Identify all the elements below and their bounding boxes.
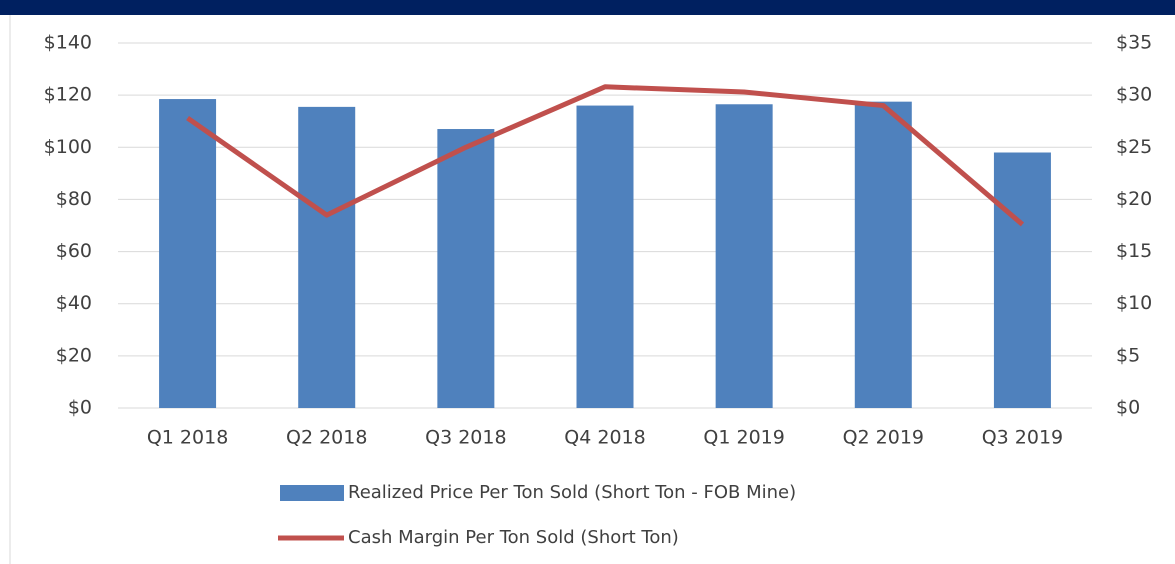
- x-tick-label: Q3 2018: [425, 427, 506, 449]
- bar: [993, 152, 1051, 408]
- y2-tick-label: $0: [1116, 397, 1140, 419]
- bar: [576, 105, 634, 409]
- y-tick-label: $100: [44, 136, 92, 158]
- line: [186, 84, 1025, 227]
- x-tick-label: Q3 2019: [982, 427, 1063, 449]
- y2-tick-label: $15: [1116, 240, 1152, 262]
- bar: [298, 106, 356, 408]
- bar: [437, 129, 495, 409]
- y-tick-label: $120: [44, 84, 92, 106]
- y-tick-label: $80: [56, 188, 92, 210]
- bar: [159, 99, 217, 408]
- x-tick-label: Q1 2018: [147, 427, 228, 449]
- y2-tick-label: $10: [1116, 292, 1152, 314]
- x-tick-label: Q1 2019: [703, 427, 784, 449]
- y-tick-label: $0: [68, 397, 92, 419]
- y2-tick-label: $30: [1116, 84, 1152, 106]
- bar: [854, 101, 912, 409]
- legend-swatch: [280, 485, 344, 501]
- y-tick-label: $20: [56, 344, 92, 366]
- y-tick-label: $140: [44, 32, 92, 54]
- legend: Realized Price Per Ton Sold (Short Ton -…: [278, 482, 796, 548]
- legend-label: Cash Margin Per Ton Sold (Short Ton): [348, 527, 679, 548]
- y2-tick-label: $25: [1116, 136, 1152, 158]
- y2-tick-label: $20: [1116, 188, 1152, 210]
- y2-tick-label: $35: [1116, 32, 1152, 54]
- y-tick-label: $40: [56, 292, 92, 314]
- y2-tick-label: $5: [1116, 344, 1140, 366]
- legend-label: Realized Price Per Ton Sold (Short Ton -…: [348, 482, 796, 503]
- x-tick-label: Q2 2018: [286, 427, 367, 449]
- bar: [715, 104, 773, 409]
- x-tick-label: Q2 2019: [843, 427, 924, 449]
- x-tick-label: Q4 2018: [564, 427, 645, 449]
- header-banner: [0, 0, 1175, 15]
- y-tick-label: $60: [56, 240, 92, 262]
